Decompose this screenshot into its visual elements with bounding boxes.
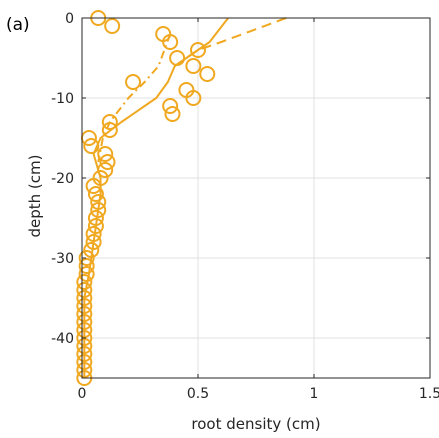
x-tick-label: 1.5 <box>419 386 439 402</box>
data-point <box>125 74 142 90</box>
y-tick-label: -20 <box>51 171 74 187</box>
data-point <box>87 218 104 234</box>
data-point <box>190 42 206 58</box>
series-line-dashed <box>174 17 287 67</box>
series-layer <box>76 10 287 386</box>
data-point <box>185 90 202 106</box>
data-point <box>90 202 107 218</box>
series-line-dash-dot <box>97 33 172 163</box>
series-line-solid <box>83 17 229 378</box>
data-point <box>97 146 114 162</box>
marker-series <box>76 10 216 386</box>
grid-lines <box>82 18 430 378</box>
panel-label: (a) <box>6 15 30 35</box>
y-tick-label: -30 <box>51 251 74 267</box>
data-point <box>83 138 100 154</box>
data-point <box>162 98 179 114</box>
data-point <box>76 274 93 290</box>
data-point <box>87 186 104 202</box>
data-point <box>104 18 121 34</box>
x-tick-label: 1 <box>310 386 319 402</box>
x-tick-label: 0 <box>78 386 87 402</box>
x-axis-label: root density (cm) <box>191 415 320 433</box>
y-tick-label: -40 <box>51 331 74 347</box>
y-tick-label: 0 <box>65 11 74 27</box>
data-point <box>164 106 181 122</box>
data-point <box>169 50 186 66</box>
data-point <box>85 234 102 250</box>
x-tick-label: 0.5 <box>187 386 209 402</box>
y-axis-label: depth (cm) <box>26 155 44 238</box>
data-point <box>99 154 116 170</box>
tick-labels: 0 0.5 1 1.5 0 -10 -20 -30 -40 <box>51 11 439 402</box>
axes <box>81 17 431 379</box>
axes-box <box>81 17 431 379</box>
data-point <box>78 258 95 274</box>
y-tick-label: -10 <box>51 91 74 107</box>
data-point <box>78 250 95 266</box>
data-point <box>199 66 216 82</box>
data-point <box>185 58 202 74</box>
data-point <box>101 114 118 130</box>
